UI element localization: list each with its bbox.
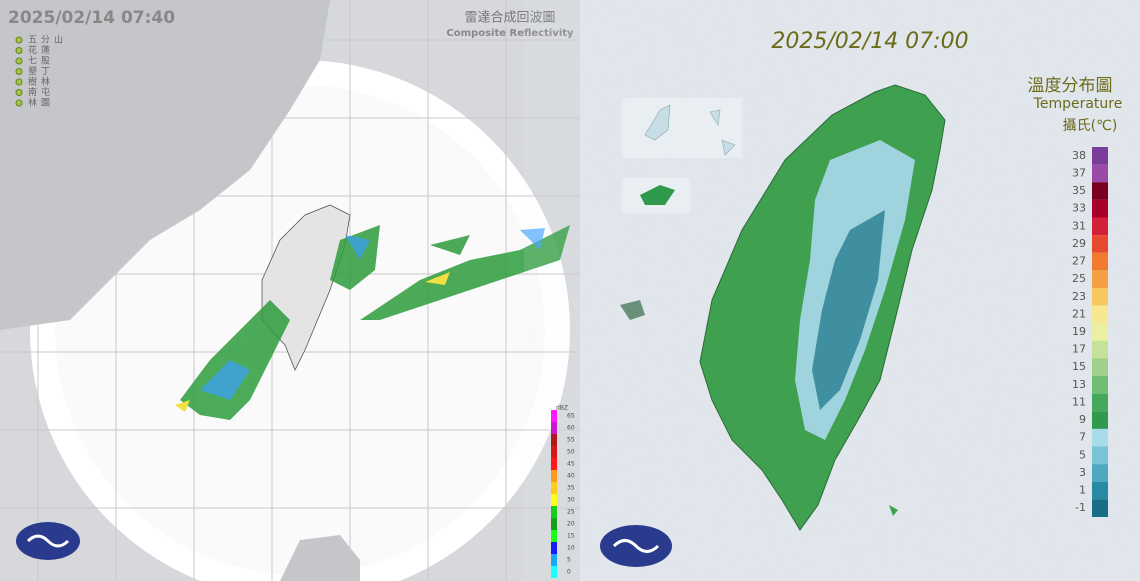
scale-swatch (1092, 428, 1108, 447)
scale-swatch (1092, 464, 1108, 482)
scale-label: 7 (1079, 431, 1086, 444)
scale-label: 5 (567, 557, 571, 564)
scale-label: 29 (1072, 237, 1086, 250)
scale-label: 1 (1079, 484, 1086, 497)
scale-swatch (551, 506, 557, 518)
scale-label: 35 (567, 485, 575, 492)
scale-swatch (551, 542, 557, 554)
scale-label: -1 (1075, 501, 1086, 514)
scale-label: 35 (1072, 184, 1086, 197)
scale-swatch (1092, 305, 1108, 324)
scale-label: 40 (567, 473, 575, 480)
station-name: 林園 (28, 97, 54, 109)
station-dot (15, 89, 23, 96)
station-dot (15, 57, 23, 65)
scale-label: 21 (1072, 307, 1086, 320)
scale-swatch (1092, 340, 1108, 359)
radar-title: 雷達合成回波圖 (464, 11, 555, 26)
scale-swatch (1092, 217, 1108, 236)
scale-label: 13 (1072, 378, 1086, 391)
radar-map (0, 0, 580, 581)
station-dot (15, 47, 23, 54)
scale-label: 23 (1072, 290, 1086, 303)
scale-swatch (1092, 323, 1108, 341)
scale-label: 15 (1072, 360, 1086, 373)
scale-label: 25 (567, 509, 575, 516)
scale-swatch (1092, 182, 1108, 200)
scale-swatch (551, 434, 557, 446)
scale-label: 11 (1072, 395, 1086, 408)
scale-swatch (551, 530, 557, 542)
scale-label: 60 (567, 425, 575, 432)
temperature-unit: 攝氏(℃) (1063, 118, 1118, 134)
station-dot (15, 78, 23, 86)
scale-label: 31 (1072, 219, 1086, 232)
scale-swatch (551, 482, 557, 494)
station-name: 花蓮 (28, 44, 54, 56)
scale-label: 15 (567, 533, 575, 540)
station-name: 七股 (28, 56, 54, 67)
scale-label: 45 (567, 461, 575, 468)
scale-swatch (551, 554, 557, 566)
scale-swatch (551, 410, 557, 422)
scale-label: 33 (1072, 202, 1086, 215)
station-name: 樹林 (28, 76, 54, 88)
radar-timestamp: 2025/02/14 07:40 (8, 8, 175, 28)
scale-swatch (1092, 358, 1108, 377)
scale-label: 25 (1072, 272, 1086, 285)
scale-label: 38 (1072, 149, 1086, 162)
scale-unit: dBZ (556, 405, 568, 412)
scale-swatch (551, 566, 557, 578)
scale-swatch (1092, 393, 1108, 412)
scale-swatch (1092, 287, 1108, 306)
scale-swatch (1092, 499, 1108, 517)
scale-swatch (1092, 235, 1108, 253)
scale-label: 65 (567, 413, 575, 420)
scale-swatch (1092, 446, 1108, 465)
scale-swatch (1092, 376, 1108, 394)
station-dot (15, 99, 23, 107)
scale-label: 9 (1079, 413, 1086, 426)
scale-swatch (551, 422, 557, 434)
scale-label: 37 (1072, 166, 1086, 179)
station-dot (15, 68, 23, 75)
scale-label: 27 (1072, 255, 1086, 268)
scale-label: 3 (1079, 466, 1086, 479)
scale-label: 20 (567, 521, 575, 528)
scale-label: 55 (567, 437, 575, 444)
scale-swatch (1092, 411, 1108, 429)
station-name: 五分山 (28, 35, 67, 46)
scale-label: 50 (567, 449, 575, 456)
scale-swatch (1092, 481, 1108, 500)
scale-label: 19 (1072, 325, 1086, 338)
scale-swatch (1092, 199, 1108, 218)
station-name: 墾丁 (28, 65, 54, 77)
temperature-subtitle: Temperature (1033, 96, 1123, 112)
scale-swatch (1092, 270, 1108, 288)
temperature-title: 溫度分布圖 (1028, 76, 1113, 96)
scale-label: 5 (1079, 448, 1086, 461)
scale-label: 10 (567, 545, 575, 552)
scale-label: 30 (567, 497, 575, 504)
scale-label: 17 (1072, 343, 1086, 356)
scale-swatch (551, 446, 557, 458)
scale-swatch (551, 470, 557, 482)
temperature-map (580, 0, 1140, 581)
temperature-timestamp: 2025/02/14 07:00 (771, 29, 968, 54)
scale-swatch (1092, 147, 1108, 165)
scale-swatch (551, 518, 557, 530)
station-dot (15, 36, 23, 44)
radar-subtitle: Composite Reflectivity (446, 28, 574, 39)
scale-swatch (1092, 164, 1108, 183)
scale-swatch (551, 494, 557, 506)
scale-swatch (551, 458, 557, 470)
scale-swatch (1092, 252, 1108, 271)
scale-label: 0 (567, 569, 571, 576)
station-name: 南屯 (28, 86, 54, 98)
